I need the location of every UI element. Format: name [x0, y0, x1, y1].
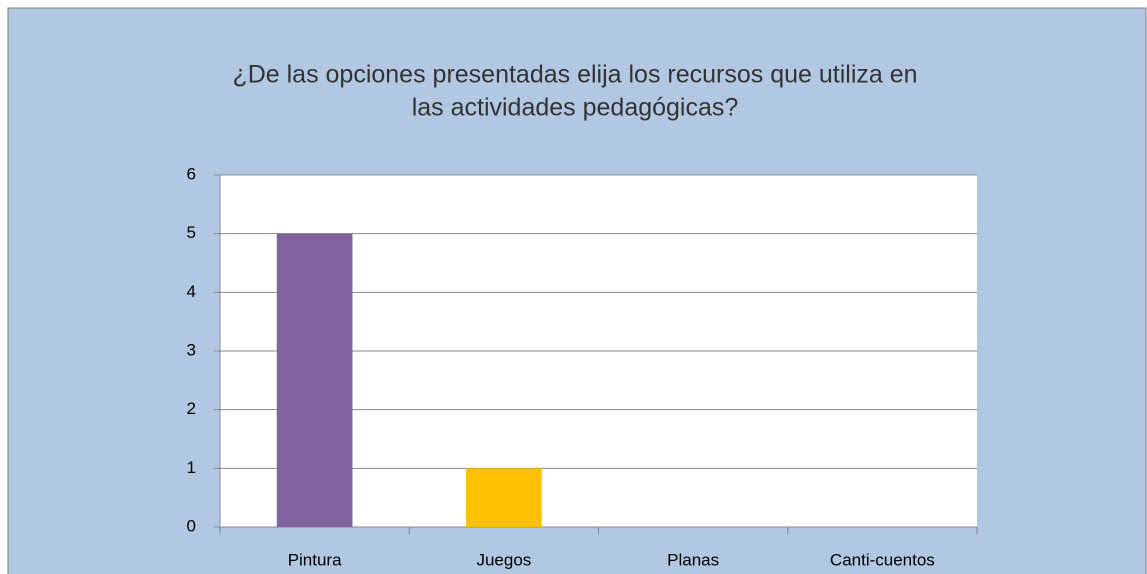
x-tick-label: Canti-cuentos [830, 550, 935, 569]
x-tick-label: Juegos [476, 550, 531, 569]
y-tick-label: 4 [187, 282, 196, 301]
y-tick-label: 6 [187, 164, 196, 183]
x-tick-label: Planas [667, 550, 719, 569]
y-tick-label: 2 [187, 399, 196, 418]
y-tick-label: 0 [187, 516, 196, 535]
chart-title: ¿De las opciones presentadas elija los r… [232, 61, 917, 89]
y-tick-label: 1 [187, 458, 196, 477]
chart-title: las actividades pedagógicas? [412, 94, 739, 122]
y-tick-label: 5 [187, 223, 196, 242]
x-tick-label: Pintura [288, 550, 342, 569]
bar [466, 468, 542, 527]
bar [276, 233, 353, 527]
y-tick-label: 3 [187, 340, 196, 359]
